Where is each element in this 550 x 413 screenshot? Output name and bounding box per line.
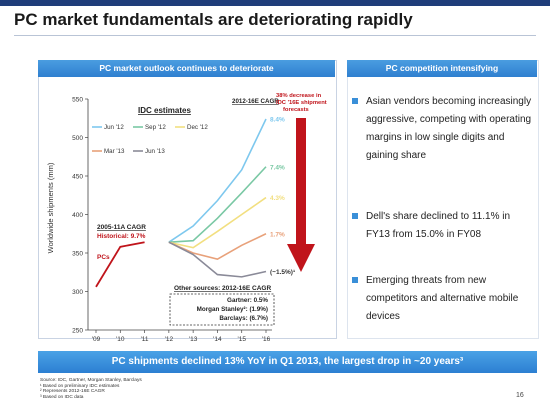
series-line xyxy=(168,166,267,244)
series-line xyxy=(168,118,267,243)
y-tick-label: 350 xyxy=(72,251,83,258)
x-tick-label: '11 xyxy=(141,336,149,343)
other-sources-box xyxy=(169,293,275,326)
cagr-label: 1.7% xyxy=(270,231,285,238)
bullet-text: Dell's share declined to 11.1% in FY13 f… xyxy=(366,211,511,240)
competition-panel-header: PC competition intensifying xyxy=(347,60,537,77)
x-tick-label: '16 xyxy=(262,336,271,343)
legend-label: Jun '12 xyxy=(104,124,124,131)
bullet-square-icon xyxy=(352,277,358,283)
y-tick-label: 300 xyxy=(72,289,83,296)
cagr-header: 2012-16E CAGR xyxy=(232,98,279,105)
legend-label: Jun '13 xyxy=(145,148,165,155)
x-tick-label: '09 xyxy=(92,336,101,343)
bullet-item: Emerging threats from new competitors an… xyxy=(352,272,532,326)
x-tick-label: '10 xyxy=(116,336,125,343)
y-tick-label: 500 xyxy=(72,135,83,142)
y-axis-label: Worldwide shipments (mm) xyxy=(46,162,55,253)
page-number: 16 xyxy=(516,392,524,399)
series-line xyxy=(168,241,267,278)
legend-label: Dec '12 xyxy=(187,124,208,131)
y-tick-label: 550 xyxy=(72,97,83,104)
footnote: Source: IDC, Gartner, Morgan Stanley, Ba… xyxy=(40,378,142,383)
cagr-label: 4.3% xyxy=(270,195,285,202)
footnote: ³ Based on IDC data xyxy=(40,394,84,400)
footnote: ² Represents 2012-16E CAGR xyxy=(40,389,105,395)
x-tick-label: '13 xyxy=(189,336,198,343)
series-line-pcs xyxy=(95,241,145,288)
bullet-text: Emerging threats from new competitors an… xyxy=(366,275,519,322)
other-sources-title: Other sources: 2012-16E CAGR xyxy=(174,285,271,292)
decrease-arrow-shaft xyxy=(296,118,306,244)
x-tick-label: '14 xyxy=(213,336,222,343)
decrease-note: 38% decrease in IDC '16E shipment foreca… xyxy=(276,93,328,113)
other-source-item: Morgan Stanley²: (1.9%) xyxy=(197,306,268,313)
decrease-arrow-head xyxy=(287,244,315,272)
series-label-pcs: PCs xyxy=(97,254,110,261)
historical-cagr-title: 2005-11A CAGR xyxy=(97,224,146,231)
bullet-item: Dell's share declined to 11.1% in FY13 f… xyxy=(352,208,532,244)
y-tick-label: 450 xyxy=(72,174,83,181)
x-tick-label: '15 xyxy=(237,336,246,343)
footnote: ¹ Based on preliminary IDC estimates xyxy=(40,383,120,389)
y-tick-label: 400 xyxy=(72,212,83,219)
top-accent-bar xyxy=(0,0,550,6)
other-source-item: Gartner: 0.5% xyxy=(227,297,268,304)
title-divider xyxy=(14,35,536,36)
bullet-square-icon xyxy=(352,98,358,104)
legend-label: Mar '13 xyxy=(104,148,125,155)
series-line xyxy=(168,196,267,249)
cagr-label: 8.4% xyxy=(270,117,285,124)
y-tick-label: 250 xyxy=(72,328,83,335)
historical-cagr-value: Historical: 9.7% xyxy=(97,233,146,240)
bullet-item: Asian vendors becoming increasingly aggr… xyxy=(352,93,532,165)
cagr-label: 7.4% xyxy=(270,164,285,171)
chart-panel-header: PC market outlook continues to deteriora… xyxy=(38,60,335,77)
bullet-square-icon xyxy=(352,213,358,219)
summary-banner: PC shipments declined 13% YoY in Q1 2013… xyxy=(38,351,537,373)
series-line xyxy=(168,233,267,261)
legend-label: Sep '12 xyxy=(145,124,166,131)
footnotes: Source: IDC, Gartner, Morgan Stanley, Ba… xyxy=(40,378,142,400)
bullet-text: Asian vendors becoming increasingly aggr… xyxy=(366,96,532,161)
other-source-item: Barclays: (6.7%) xyxy=(219,315,268,322)
x-tick-label: '12 xyxy=(165,336,174,343)
legend-title: IDC estimates xyxy=(138,106,191,115)
competition-panel xyxy=(347,60,539,339)
cagr-label: (~1.5%)¹ xyxy=(270,269,295,276)
slide-title: PC market fundamentals are deteriorating… xyxy=(14,10,413,29)
